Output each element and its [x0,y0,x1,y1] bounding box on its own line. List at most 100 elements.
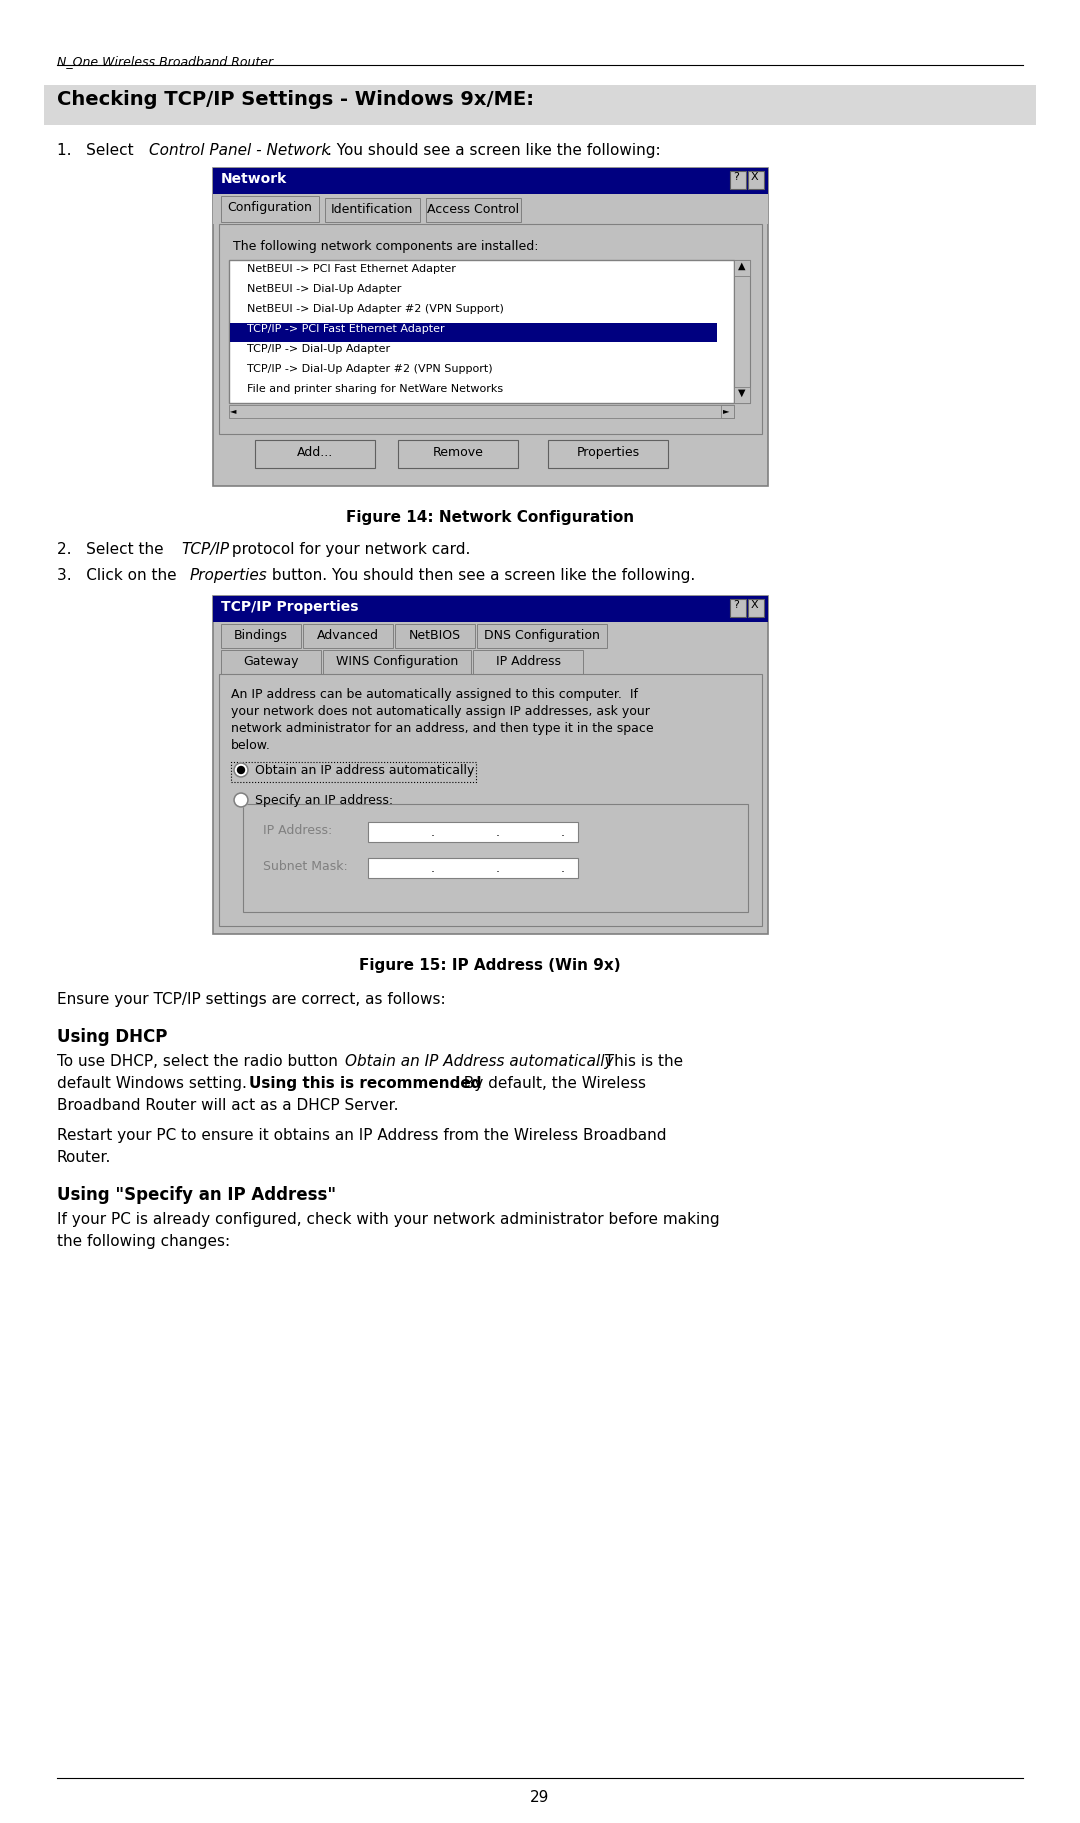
FancyBboxPatch shape [734,386,750,403]
Text: . You should see a screen like the following:: . You should see a screen like the follo… [327,142,661,159]
Text: TCP/IP: TCP/IP [181,541,229,558]
Text: default Windows setting.: default Windows setting. [57,1076,252,1090]
Text: ?: ? [733,600,739,611]
Text: Gateway: Gateway [243,654,299,667]
Text: . By default, the Wireless: . By default, the Wireless [454,1076,646,1090]
FancyBboxPatch shape [213,168,768,193]
FancyBboxPatch shape [325,199,420,222]
FancyBboxPatch shape [734,261,750,275]
FancyBboxPatch shape [368,822,578,842]
Text: Configuration: Configuration [228,201,312,213]
Text: 29: 29 [530,1790,550,1805]
Circle shape [234,764,248,777]
Text: Advanced: Advanced [318,629,379,642]
Text: ►: ► [723,407,729,416]
Text: NetBEUI -> Dial-Up Adapter: NetBEUI -> Dial-Up Adapter [247,284,402,294]
FancyBboxPatch shape [399,439,518,469]
FancyBboxPatch shape [548,439,669,469]
Text: .: . [431,862,435,875]
Text: Control Panel - Network: Control Panel - Network [149,142,330,159]
Circle shape [234,793,248,808]
Text: TCP/IP -> Dial-Up Adapter #2 (VPN Support): TCP/IP -> Dial-Up Adapter #2 (VPN Suppor… [247,365,492,374]
Text: .: . [561,862,565,875]
Text: TCP/IP -> Dial-Up Adapter: TCP/IP -> Dial-Up Adapter [247,345,390,354]
Text: button. You should then see a screen like the following.: button. You should then see a screen lik… [267,569,696,583]
Text: Router.: Router. [57,1150,111,1165]
Text: WINS Configuration: WINS Configuration [336,654,458,667]
Text: ◄: ◄ [230,407,237,416]
FancyBboxPatch shape [395,623,475,647]
FancyBboxPatch shape [426,199,521,222]
FancyBboxPatch shape [748,171,764,190]
Text: To use DHCP, select the radio button: To use DHCP, select the radio button [57,1054,342,1068]
Text: Properties: Properties [190,569,268,583]
Text: The following network components are installed:: The following network components are ins… [233,241,539,253]
Text: Identification: Identification [330,202,414,215]
Text: Subnet Mask:: Subnet Mask: [264,860,348,873]
Text: below.: below. [231,738,271,753]
Text: Obtain an IP Address automatically: Obtain an IP Address automatically [345,1054,613,1068]
Text: Properties: Properties [577,447,639,459]
FancyBboxPatch shape [473,651,583,675]
Text: An IP address can be automatically assigned to this computer.  If: An IP address can be automatically assig… [231,687,638,702]
Text: IP Address:: IP Address: [264,824,333,837]
Text: your network does not automatically assign IP addresses, ask your: your network does not automatically assi… [231,706,650,718]
Text: Remove: Remove [433,447,484,459]
FancyBboxPatch shape [213,596,768,622]
FancyBboxPatch shape [230,323,717,343]
Text: .: . [496,826,500,839]
FancyBboxPatch shape [323,651,471,675]
FancyBboxPatch shape [229,261,734,403]
Text: Obtain an IP address automatically: Obtain an IP address automatically [255,764,474,777]
FancyBboxPatch shape [730,600,746,616]
Text: 2.   Select the: 2. Select the [57,541,168,558]
Text: If your PC is already configured, check with your network administrator before m: If your PC is already configured, check … [57,1212,719,1227]
Text: 3.   Click on the: 3. Click on the [57,569,181,583]
Text: Checking TCP/IP Settings - Windows 9x/ME:: Checking TCP/IP Settings - Windows 9x/ME… [57,89,534,109]
FancyBboxPatch shape [221,651,321,675]
Text: ▲: ▲ [738,261,745,272]
Text: Ensure your TCP/IP settings are correct, as follows:: Ensure your TCP/IP settings are correct,… [57,992,446,1006]
FancyBboxPatch shape [219,675,762,926]
FancyBboxPatch shape [213,168,768,487]
Text: Network: Network [221,171,287,186]
Text: Using DHCP: Using DHCP [57,1028,167,1046]
FancyBboxPatch shape [734,261,750,403]
Text: NetBEUI -> PCI Fast Ethernet Adapter: NetBEUI -> PCI Fast Ethernet Adapter [247,264,456,273]
Text: ?: ? [733,171,739,182]
FancyBboxPatch shape [477,623,607,647]
Text: DNS Configuration: DNS Configuration [484,629,599,642]
FancyBboxPatch shape [229,405,734,417]
FancyBboxPatch shape [721,405,734,417]
Text: N_One Wireless Broadband Router: N_One Wireless Broadband Router [57,55,273,67]
Text: Figure 14: Network Configuration: Figure 14: Network Configuration [346,510,634,525]
Text: X: X [751,600,758,611]
FancyBboxPatch shape [221,623,301,647]
FancyBboxPatch shape [243,804,748,912]
Text: 1.   Select: 1. Select [57,142,138,159]
Text: NetBEUI -> Dial-Up Adapter #2 (VPN Support): NetBEUI -> Dial-Up Adapter #2 (VPN Suppo… [247,304,504,314]
Text: IP Address: IP Address [496,654,561,667]
Text: the following changes:: the following changes: [57,1234,230,1249]
Text: File and printer sharing for NetWare Networks: File and printer sharing for NetWare Net… [247,385,503,394]
Text: Add...: Add... [297,447,333,459]
Text: Using "Specify an IP Address": Using "Specify an IP Address" [57,1187,336,1203]
FancyBboxPatch shape [213,193,768,224]
FancyBboxPatch shape [219,224,762,434]
Text: TCP/IP Properties: TCP/IP Properties [221,600,359,614]
Text: NetBIOS: NetBIOS [409,629,461,642]
Text: Restart your PC to ensure it obtains an IP Address from the Wireless Broadband: Restart your PC to ensure it obtains an … [57,1128,666,1143]
FancyBboxPatch shape [255,439,375,469]
Text: .: . [496,862,500,875]
Text: ▼: ▼ [738,388,745,397]
Text: Access Control: Access Control [427,202,519,215]
Text: .: . [431,826,435,839]
Text: Figure 15: IP Address (Win 9x): Figure 15: IP Address (Win 9x) [360,959,621,973]
Text: Using this is recommended: Using this is recommended [249,1076,482,1090]
FancyBboxPatch shape [368,859,578,879]
FancyBboxPatch shape [213,596,768,933]
Text: Bindings: Bindings [234,629,288,642]
Text: . This is the: . This is the [595,1054,684,1068]
Text: Broadband Router will act as a DHCP Server.: Broadband Router will act as a DHCP Serv… [57,1097,399,1114]
FancyBboxPatch shape [303,623,393,647]
